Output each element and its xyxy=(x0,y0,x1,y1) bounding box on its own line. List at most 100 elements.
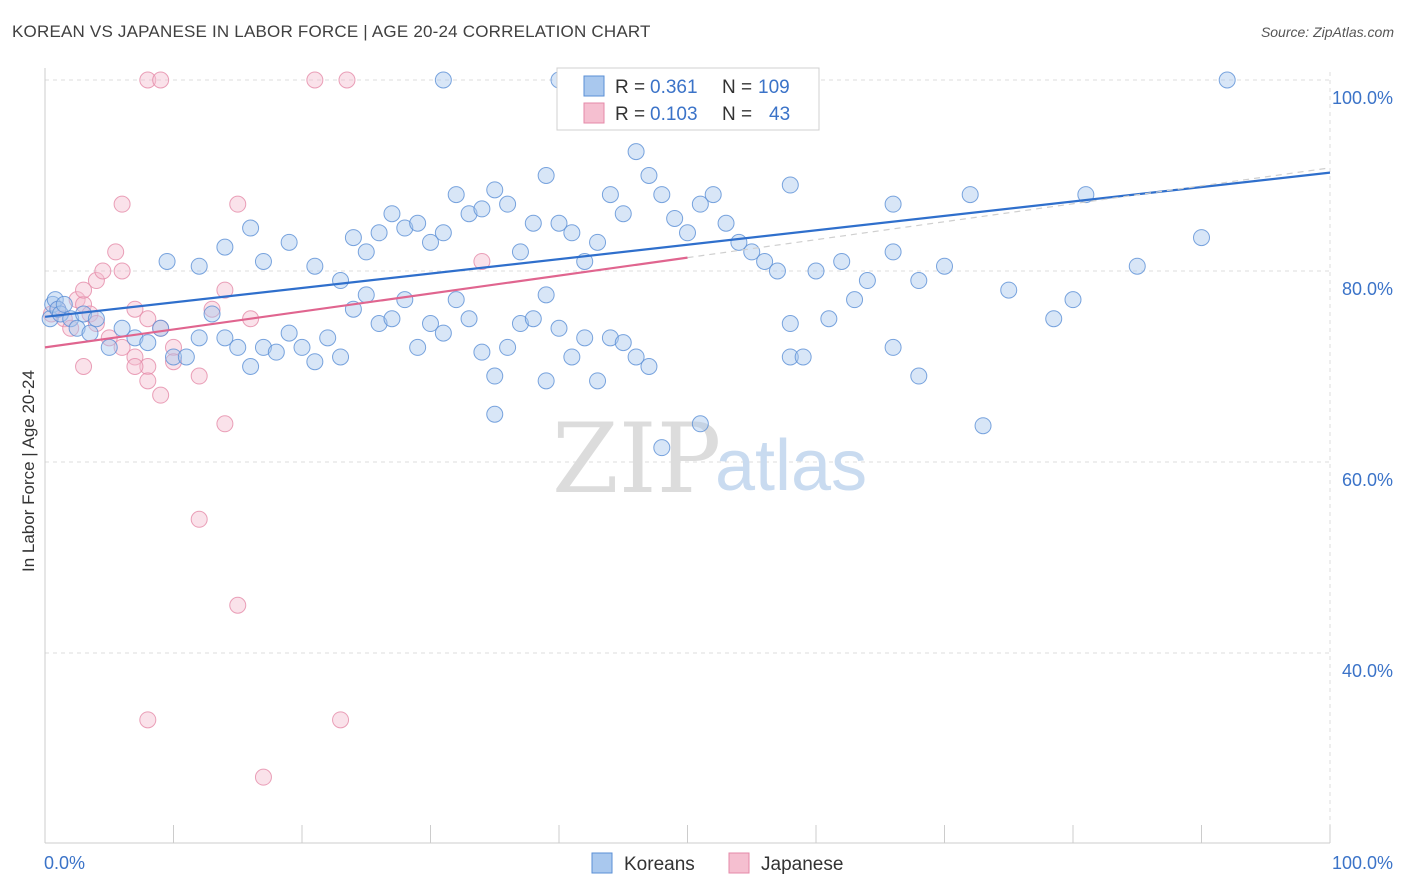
korean-point xyxy=(537,372,555,390)
japanese-point xyxy=(139,372,157,390)
japanese-point xyxy=(190,510,208,528)
japanese-point xyxy=(126,348,144,366)
korean-point xyxy=(974,417,992,435)
japanese-point xyxy=(203,300,221,318)
korean-point xyxy=(1218,71,1236,89)
korean-point xyxy=(550,319,568,337)
korean-point xyxy=(254,338,272,356)
japanese-point xyxy=(113,195,131,213)
korean-point xyxy=(858,272,876,290)
korean-trend-line xyxy=(44,171,1331,318)
korean-point xyxy=(614,334,632,352)
korean-point xyxy=(280,324,298,342)
korean-point xyxy=(537,286,555,304)
korean-point xyxy=(177,348,195,366)
japanese-point xyxy=(152,386,170,404)
korean-point xyxy=(1193,229,1210,247)
korean-point xyxy=(524,214,542,232)
korean-point xyxy=(640,358,658,375)
korean-point xyxy=(884,338,902,356)
trend-lines xyxy=(44,167,1331,349)
japanese-point xyxy=(216,281,234,299)
japanese-point xyxy=(139,711,157,729)
korean-point xyxy=(563,348,581,366)
korean-point xyxy=(55,295,73,313)
korean-point xyxy=(332,272,350,290)
watermark-atlas: atlas xyxy=(715,426,867,506)
korean-point xyxy=(267,343,285,361)
korean-point xyxy=(280,233,298,251)
axes xyxy=(44,68,1331,844)
korean-point xyxy=(409,214,427,232)
japanese-point xyxy=(229,596,247,614)
japanese-point xyxy=(113,338,131,356)
legend-japanese-swatch xyxy=(728,852,750,874)
korean-point xyxy=(216,329,234,347)
korean-point xyxy=(511,243,529,261)
korean-point xyxy=(422,233,439,251)
korean-point xyxy=(704,186,722,204)
korean-point xyxy=(370,224,388,242)
chart-title: KOREAN VS JAPANESE IN LABOR FORCE | AGE … xyxy=(12,22,651,41)
korean-point xyxy=(434,71,452,89)
korean-point xyxy=(691,415,709,433)
korean-point xyxy=(614,205,632,223)
legend-n-label-koreans: N = xyxy=(722,77,752,98)
korean-point xyxy=(68,319,86,337)
korean-point xyxy=(357,286,375,304)
korean-point xyxy=(627,143,645,161)
korean-point xyxy=(100,338,118,356)
korean-point xyxy=(537,167,555,184)
korean-point xyxy=(550,214,568,232)
japanese-point xyxy=(139,310,157,328)
korean-point xyxy=(434,324,452,342)
japanese-point xyxy=(165,338,182,356)
japanese-point xyxy=(338,71,356,89)
korean-point xyxy=(370,315,388,333)
y-tick-label: 60.0% xyxy=(1342,470,1393,490)
japanese-point xyxy=(126,358,144,375)
korean-point xyxy=(653,186,671,204)
korean-swatch xyxy=(583,75,605,97)
japanese-point xyxy=(152,71,170,89)
korean-point xyxy=(460,310,478,328)
korean-point xyxy=(884,195,902,213)
korean-point xyxy=(936,257,953,275)
korean-point xyxy=(434,224,452,242)
korean-point xyxy=(383,310,401,328)
korean-point xyxy=(254,252,272,270)
japanese-point xyxy=(113,262,131,280)
x-tick-label: 100.0% xyxy=(1332,853,1393,873)
japanese-point xyxy=(139,358,157,375)
legend-n-value-koreans: 109 xyxy=(758,77,790,98)
japanese-trend-extension xyxy=(687,167,1331,259)
japanese-point xyxy=(75,358,93,375)
legend-r-value-japanese: 0.103 xyxy=(650,104,698,125)
korean-point xyxy=(756,252,774,270)
korean-point xyxy=(846,291,864,309)
korean-point xyxy=(563,224,581,242)
japanese-point xyxy=(87,272,105,290)
japanese-point xyxy=(332,711,350,729)
korean-point xyxy=(781,176,799,194)
korean-point xyxy=(242,219,260,237)
japanese-point xyxy=(107,243,125,261)
korean-point xyxy=(87,310,105,328)
y-tick-label: 40.0% xyxy=(1342,661,1393,681)
y-tick-label: 80.0% xyxy=(1342,279,1393,299)
korean-point xyxy=(447,186,465,204)
korean-point xyxy=(1128,257,1146,275)
korean-point xyxy=(820,310,838,328)
korean-point xyxy=(152,319,170,337)
korean-point xyxy=(190,329,208,347)
legend-koreans-swatch xyxy=(591,852,613,874)
korean-point xyxy=(576,329,594,347)
korean-point xyxy=(396,219,414,237)
korean-point xyxy=(1045,310,1063,328)
korean-point xyxy=(910,367,928,385)
series-legend: Koreans Japanese xyxy=(591,852,843,875)
japanese-points xyxy=(42,71,491,786)
japanese-point xyxy=(139,71,157,89)
japanese-point xyxy=(473,252,491,270)
stats-legend: R = 0.361 N = 109 R = 0.103 N = 43 xyxy=(556,67,820,131)
